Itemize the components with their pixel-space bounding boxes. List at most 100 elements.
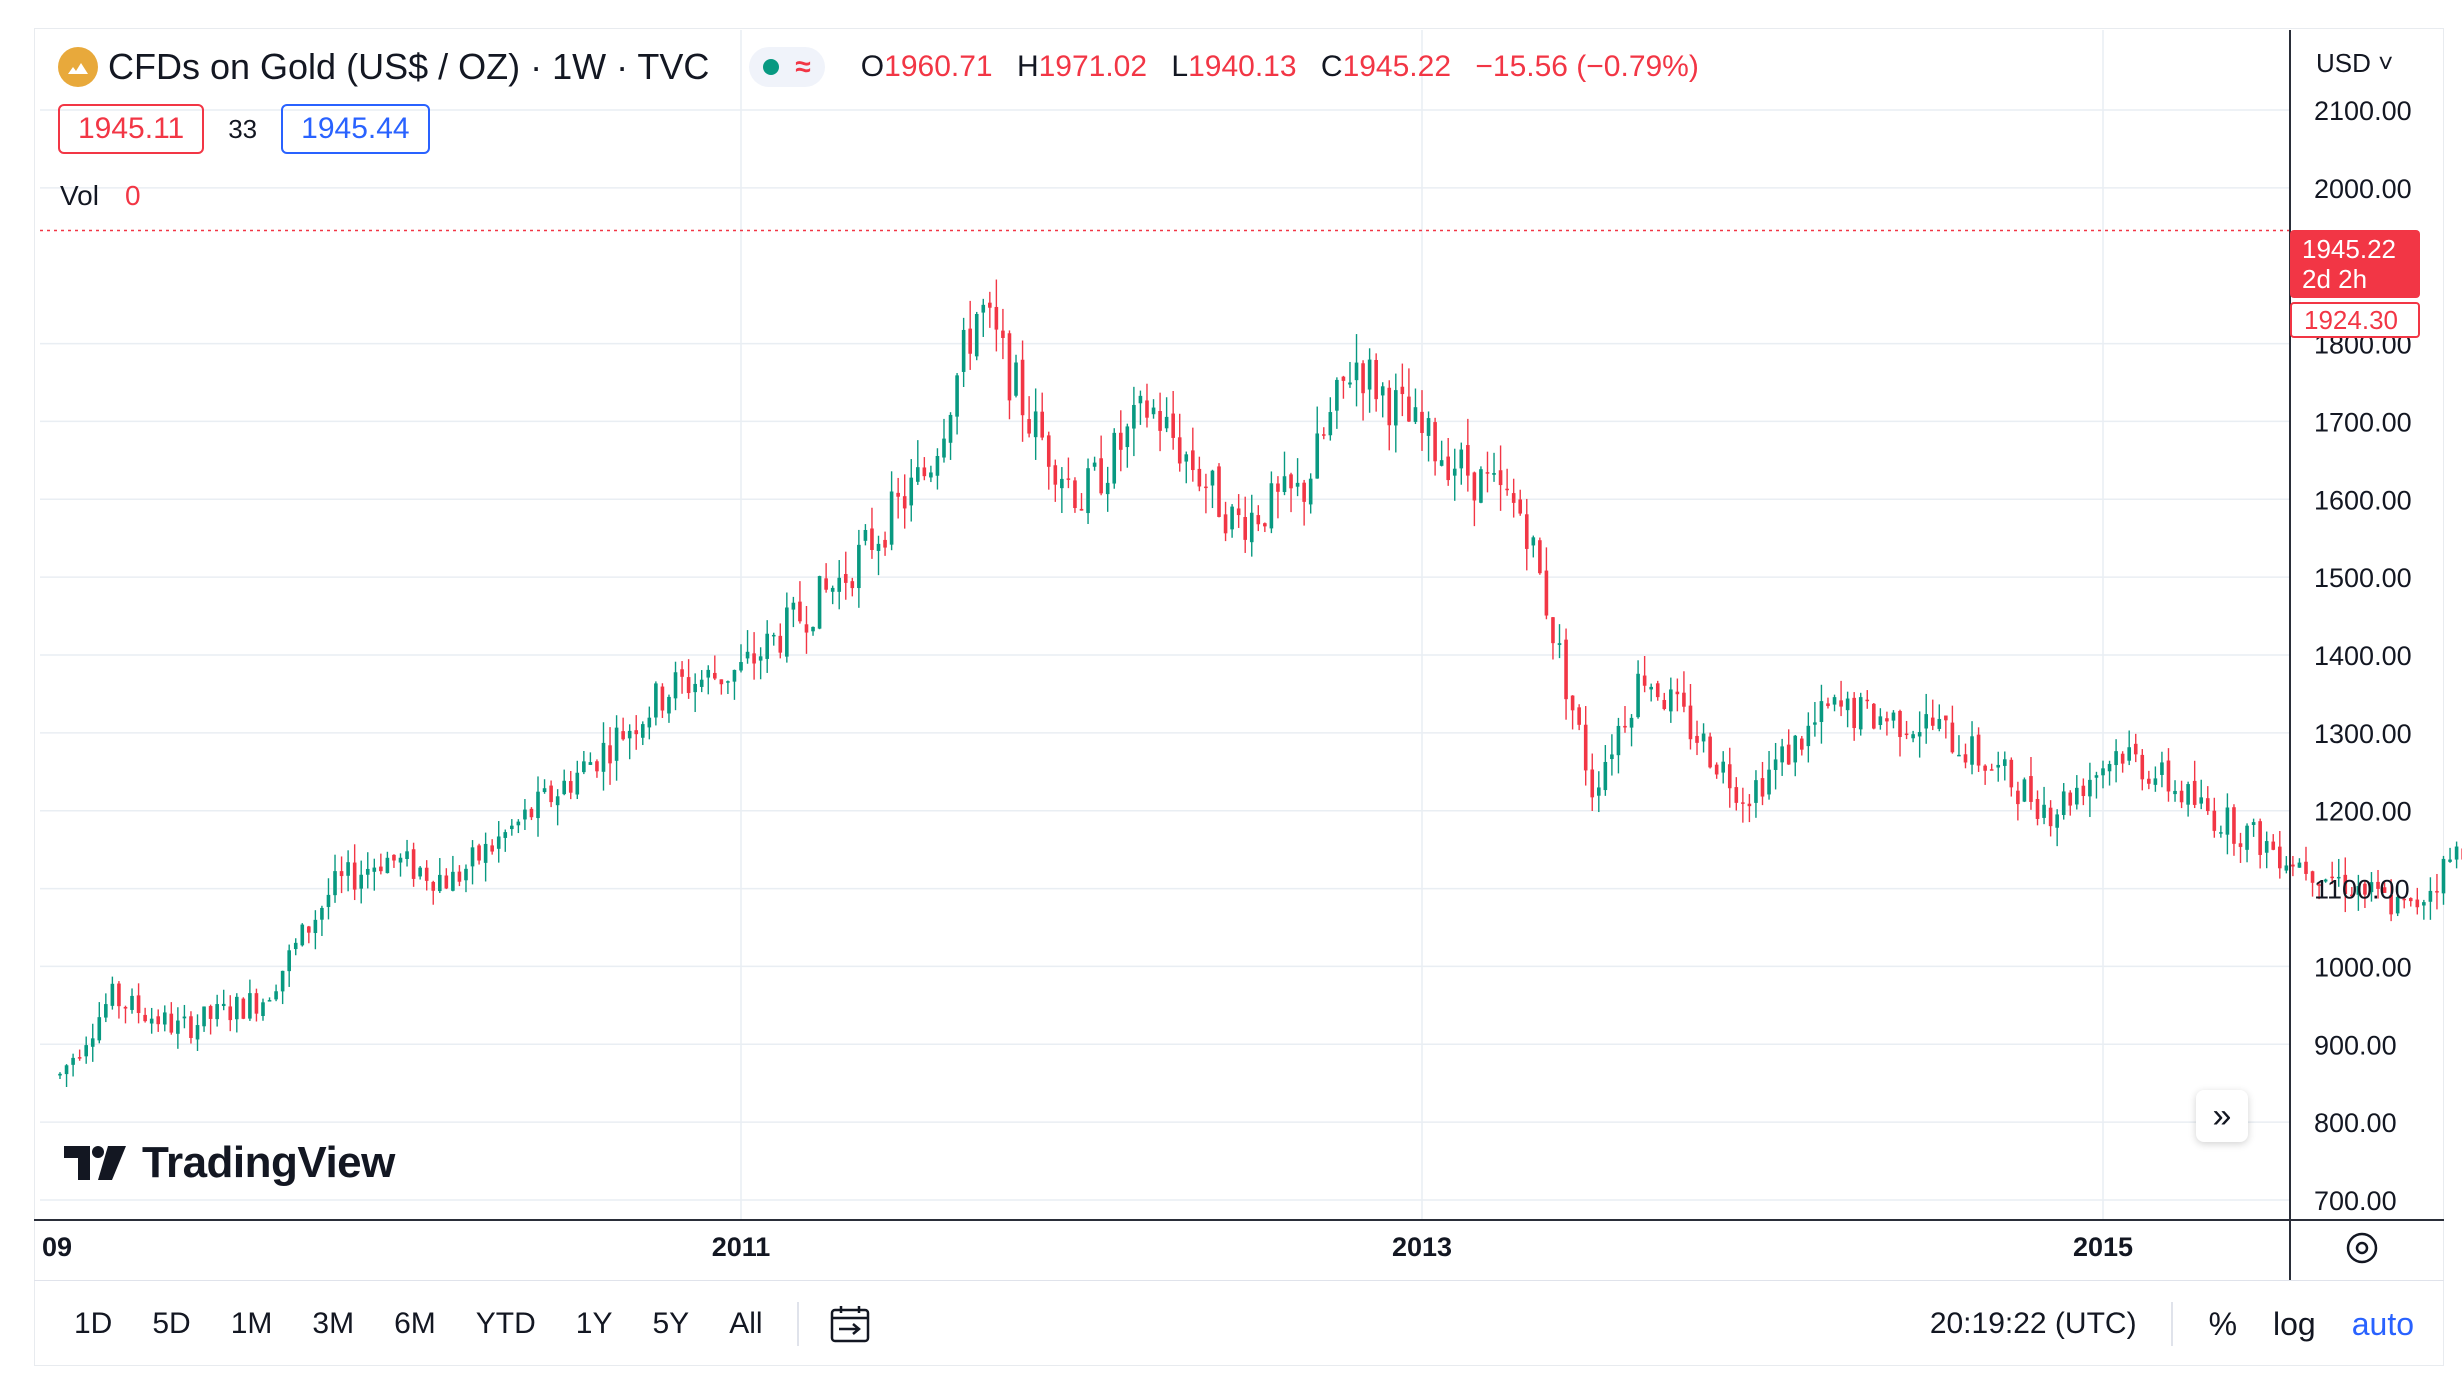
candle <box>293 938 298 956</box>
range-all-button[interactable]: All <box>729 1307 763 1340</box>
candle-body <box>1930 717 1935 726</box>
candle-body <box>1655 683 1660 698</box>
candle <box>1917 711 1922 758</box>
candle <box>1053 459 1058 502</box>
candle <box>942 418 946 463</box>
low-value: 1940.13 <box>1188 50 1297 83</box>
candle <box>1878 708 1883 730</box>
utc-clock[interactable]: 20:19:22 (UTC) <box>1929 1307 2137 1340</box>
candle-body <box>968 328 972 354</box>
candle <box>745 630 750 664</box>
candle-body <box>771 634 776 637</box>
candle <box>1773 742 1778 790</box>
range-1y-button[interactable]: 1Y <box>575 1307 613 1340</box>
auto-scale-toggle[interactable]: auto <box>2351 1305 2414 1342</box>
y-tick-label: 800.00 <box>2314 1108 2397 1138</box>
candle <box>1400 363 1405 417</box>
candle <box>2297 858 2302 868</box>
candle-body <box>562 780 567 795</box>
candle-body <box>948 414 953 443</box>
candle <box>1682 671 1686 713</box>
candle-body <box>837 577 842 592</box>
candle <box>2153 766 2158 792</box>
range-3m-button[interactable]: 3M <box>312 1307 355 1340</box>
candle <box>2055 809 2059 847</box>
range-5d-button[interactable]: 5D <box>152 1307 191 1340</box>
candle <box>1171 391 1175 450</box>
scroll-to-realtime-button[interactable]: » <box>2196 1090 2248 1142</box>
candle <box>2350 886 2354 898</box>
candle-body <box>1053 465 1058 485</box>
candle <box>248 979 252 1021</box>
log-scale-toggle[interactable]: log <box>2273 1305 2316 1342</box>
currency-selector[interactable]: USD ˅ <box>2316 48 2394 78</box>
candle <box>2133 733 2138 763</box>
candle-body <box>2435 891 2439 893</box>
candle-body <box>1033 411 1038 438</box>
buy-button[interactable]: 1945.44 <box>281 104 430 154</box>
candle <box>287 944 291 987</box>
candle-body <box>909 477 914 506</box>
candle-body <box>1191 450 1195 471</box>
candle-body <box>1996 764 2001 768</box>
candle <box>1269 471 1274 534</box>
percent-scale-toggle[interactable]: % <box>2208 1305 2238 1342</box>
candle-body <box>2271 841 2276 850</box>
candle <box>1872 702 1876 730</box>
candle-body <box>280 970 285 992</box>
range-ytd-button[interactable]: YTD <box>475 1307 536 1340</box>
candle-body <box>994 306 999 330</box>
candle-body <box>1269 483 1274 529</box>
candle-body <box>2081 785 2086 797</box>
candle-body <box>162 1012 167 1025</box>
y-tick-label: 2100.00 <box>2314 96 2412 126</box>
candle-body <box>267 1000 272 1002</box>
market-status-pill[interactable]: ≈ <box>749 47 825 87</box>
ohlc-values: O1960.71 H1971.02 L1940.13 C1945.22 −15.… <box>861 50 1699 84</box>
candle-body <box>2277 846 2282 869</box>
candle <box>1079 493 1084 511</box>
candle-body <box>1669 689 1673 712</box>
candle-body <box>1826 703 1830 707</box>
candle <box>2441 855 2446 905</box>
candle-body <box>477 845 481 861</box>
candle <box>824 563 828 593</box>
candle <box>640 721 645 746</box>
range-5y-button[interactable]: 5Y <box>652 1307 690 1340</box>
current-price-label: 1945.22 2d 2h <box>2290 230 2420 298</box>
tradingview-wordmark: TradingView <box>142 1138 395 1187</box>
candle-body <box>1577 707 1581 725</box>
volume-legend[interactable]: Vol 0 <box>60 180 141 212</box>
candle <box>64 1064 69 1087</box>
candle-body <box>1335 379 1339 411</box>
candle <box>1551 617 1555 660</box>
candle-body <box>2408 898 2413 902</box>
candle <box>1459 442 1464 485</box>
candle-body <box>902 496 907 509</box>
tradingview-logo[interactable]: TradingView <box>64 1138 395 1188</box>
candle-body <box>1806 725 1811 747</box>
symbol-title[interactable]: CFDs on Gold (US$ / OZ) · 1W · TVC <box>108 46 710 87</box>
candle-body <box>1217 466 1221 517</box>
range-1d-button[interactable]: 1D <box>74 1307 113 1340</box>
candle <box>1223 501 1228 542</box>
candle <box>280 970 285 1005</box>
candle <box>1937 704 1942 732</box>
candle <box>241 997 246 1020</box>
go-to-date-button[interactable] <box>829 1304 871 1344</box>
chart-settings-button[interactable] <box>2340 1226 2384 1270</box>
candle <box>1354 334 1359 407</box>
candle-body <box>1780 746 1784 763</box>
sell-button[interactable]: 1945.11 <box>58 104 205 154</box>
candle <box>2382 882 2387 893</box>
candle-body <box>2029 776 2033 802</box>
candle <box>1197 456 1202 492</box>
candle-body <box>437 874 442 892</box>
range-6m-button[interactable]: 6M <box>394 1307 436 1340</box>
candle-body <box>2323 879 2328 882</box>
candle <box>2251 818 2256 837</box>
candle <box>221 989 226 1011</box>
range-1m-button[interactable]: 1M <box>230 1307 273 1340</box>
tradingview-logo-icon <box>64 1146 126 1180</box>
